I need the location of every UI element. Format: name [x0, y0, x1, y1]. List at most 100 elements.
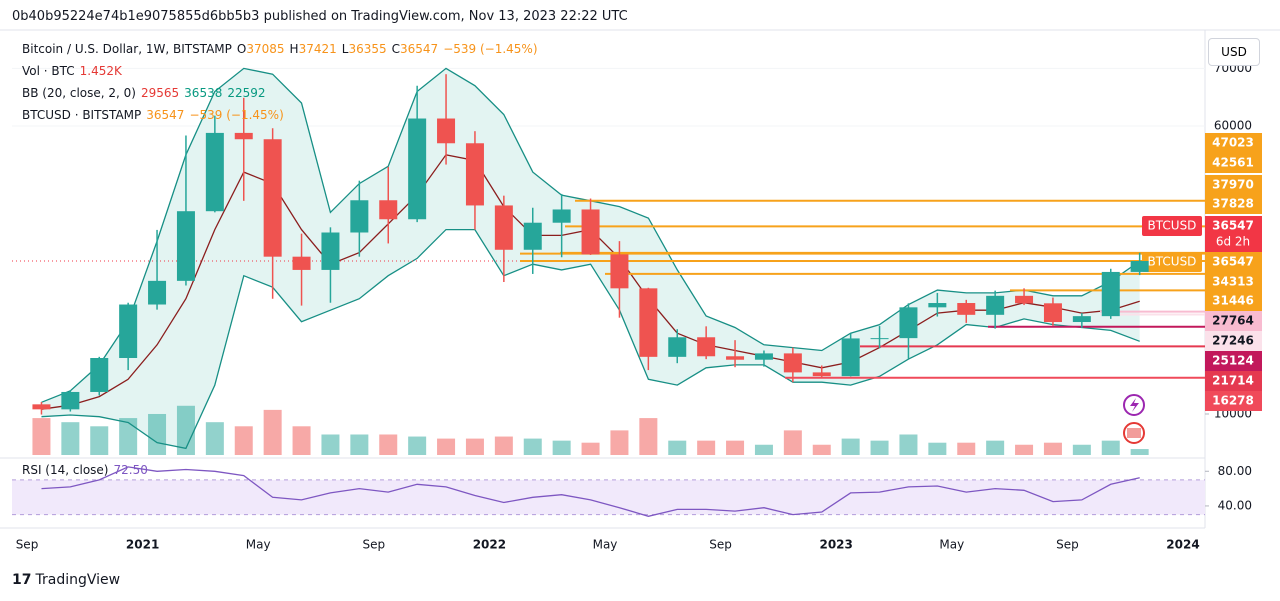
- candle-body: [1072, 316, 1091, 323]
- candle-body: [1130, 261, 1149, 272]
- volume-bar: [465, 438, 484, 455]
- x-tick-label: Sep: [1056, 538, 1079, 552]
- price-tag: [1205, 216, 1262, 252]
- candle-body: [61, 391, 80, 410]
- footer-brand: 𝟭𝟳 TradingView: [12, 572, 121, 588]
- x-tick-label: Sep: [362, 538, 385, 552]
- legend-value: 72.50: [113, 463, 148, 477]
- bb-fill: [41, 68, 1140, 449]
- volume-bar: [754, 444, 773, 455]
- candle-body: [639, 288, 658, 357]
- candle-body: [234, 132, 253, 140]
- volume-bar: [783, 430, 802, 455]
- volume-bar: [870, 440, 889, 455]
- series-name: BTCUSD: [1148, 255, 1197, 269]
- price-tag: [1205, 391, 1262, 411]
- candle-body: [928, 303, 947, 308]
- candle-body: [1101, 271, 1120, 317]
- legend-volume: Vol · BTC 1.452K: [22, 64, 127, 78]
- ohlc-key: L: [341, 42, 349, 56]
- ohlc-change: −539 (−1.45%): [443, 42, 538, 56]
- x-tick-label: 2021: [126, 538, 159, 552]
- price-tag: [1205, 153, 1262, 173]
- series-name-tag: [1142, 252, 1202, 272]
- candle-body: [552, 209, 571, 223]
- volume-bar: [986, 440, 1005, 455]
- candle-body: [812, 372, 831, 377]
- legend-rsi: RSI (14, close) 72.50: [22, 463, 153, 477]
- volume-bar: [552, 440, 571, 455]
- symbol: Bitcoin / U.S. Dollar, 1W, BITSTAMP: [22, 42, 232, 56]
- volume-bar: [1015, 444, 1034, 455]
- candle-body: [494, 205, 513, 250]
- candle-body: [437, 118, 456, 144]
- volume-bar: [523, 438, 542, 455]
- currency-button[interactable]: USD: [1208, 38, 1260, 66]
- ohlc-key: C: [391, 42, 401, 56]
- price-tag-countdown: 6d 2h: [1216, 235, 1250, 249]
- volume-bar: [437, 438, 456, 455]
- price-tag-value: 47023: [1212, 136, 1254, 150]
- candle-body: [292, 256, 311, 270]
- x-tick-label: Sep: [16, 538, 39, 552]
- x-tick-label: Sep: [709, 538, 732, 552]
- price-tag-value: 27764: [1212, 314, 1254, 328]
- volume-bar: [263, 409, 282, 455]
- candle-body: [176, 211, 195, 281]
- ohlc-value: 36355: [348, 42, 387, 56]
- price-tag-value: 16278: [1212, 394, 1254, 408]
- candle-body: [321, 232, 340, 270]
- brand: TradingView: [35, 572, 121, 588]
- ohlc-key: O: [236, 42, 247, 56]
- legend-name: RSI (14, close): [22, 463, 109, 477]
- legend-name: BTCUSD · BITSTAMP: [22, 108, 142, 122]
- candle-body: [668, 337, 687, 357]
- candle-body: [1015, 295, 1034, 304]
- candle-body: [754, 353, 773, 360]
- flag-icon-field: [1127, 428, 1141, 438]
- legend-value: 36547: [146, 108, 185, 122]
- volume-bar: [119, 418, 138, 455]
- legend-compare: BTCUSD · BITSTAMP 36547 −539 (−1.45%): [22, 108, 289, 122]
- candle-body: [119, 304, 138, 358]
- price-tag: [1205, 331, 1262, 351]
- ohlc-value: 37421: [298, 42, 337, 56]
- price-tag: [1205, 371, 1262, 391]
- rsi-tick-label: 40.00: [1218, 498, 1252, 512]
- price-tag: [1205, 175, 1262, 195]
- volume-bar: [61, 422, 80, 455]
- x-tick-label: May: [939, 538, 964, 552]
- price-tag-value: 31446: [1212, 294, 1254, 308]
- volume-bar: [408, 436, 427, 455]
- volume-bar: [812, 444, 831, 455]
- legend-value: 1.452K: [79, 64, 122, 78]
- candle-body: [90, 357, 109, 392]
- volume-bar: [639, 418, 658, 455]
- price-tag-value: 27246: [1212, 334, 1254, 348]
- volume-bar: [321, 434, 340, 455]
- volume-bar: [148, 413, 167, 455]
- volume-bar: [379, 434, 398, 455]
- legend-main: Bitcoin / U.S. Dollar, 1W, BITSTAMP O3708…: [22, 42, 543, 56]
- candle-body: [148, 280, 167, 305]
- candle-body: [870, 338, 889, 340]
- legend-bb: BB (20, close, 2, 0) 29565 36538 22592: [22, 86, 271, 100]
- volume-bar: [928, 442, 947, 455]
- price-tag-value: 37828: [1212, 197, 1254, 211]
- volume-bar: [1072, 444, 1091, 455]
- volume-bar: [1043, 442, 1062, 455]
- candle-body: [205, 132, 224, 212]
- price-tag-value: 34313: [1212, 275, 1254, 289]
- price-tag-value: 36547: [1212, 255, 1254, 269]
- candle-body: [726, 356, 745, 360]
- volume-bar: [1101, 440, 1120, 455]
- legend-value: 29565: [140, 86, 180, 100]
- y-tick-label: 60000: [1214, 118, 1252, 132]
- price-tag-value: 25124: [1212, 354, 1254, 368]
- x-tick-label: 2024: [1166, 538, 1199, 552]
- volume-bar: [697, 440, 716, 455]
- volume-bar: [1130, 449, 1149, 455]
- candle-body: [581, 209, 600, 255]
- price-tag-value: 36547: [1212, 219, 1254, 233]
